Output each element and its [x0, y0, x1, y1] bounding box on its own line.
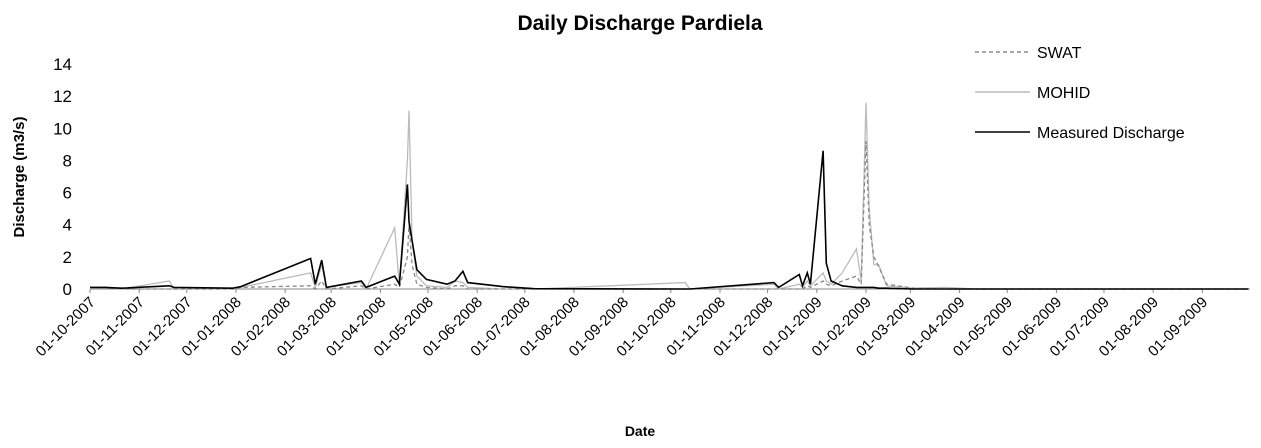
- y-tick-label: 12: [53, 87, 72, 106]
- y-tick-label: 14: [53, 55, 72, 74]
- series-line: [90, 150, 1249, 290]
- y-tick-label: 4: [63, 216, 72, 235]
- series-line: [90, 141, 1249, 290]
- x-axis-label: Date: [625, 423, 656, 439]
- y-tick-label: 10: [53, 119, 72, 138]
- y-tick-label: 2: [63, 248, 72, 267]
- chart-title: Daily Discharge Pardiela: [517, 12, 762, 35]
- legend-label: Measured Discharge: [1037, 125, 1185, 142]
- y-axis-label: Discharge (m3/s): [11, 117, 28, 238]
- y-tick-label: 0: [63, 280, 72, 299]
- y-tick-label: 8: [63, 151, 72, 170]
- legend-label: SWAT: [1037, 45, 1082, 62]
- y-tick-label: 6: [63, 184, 72, 203]
- legend-label: MOHID: [1037, 85, 1090, 102]
